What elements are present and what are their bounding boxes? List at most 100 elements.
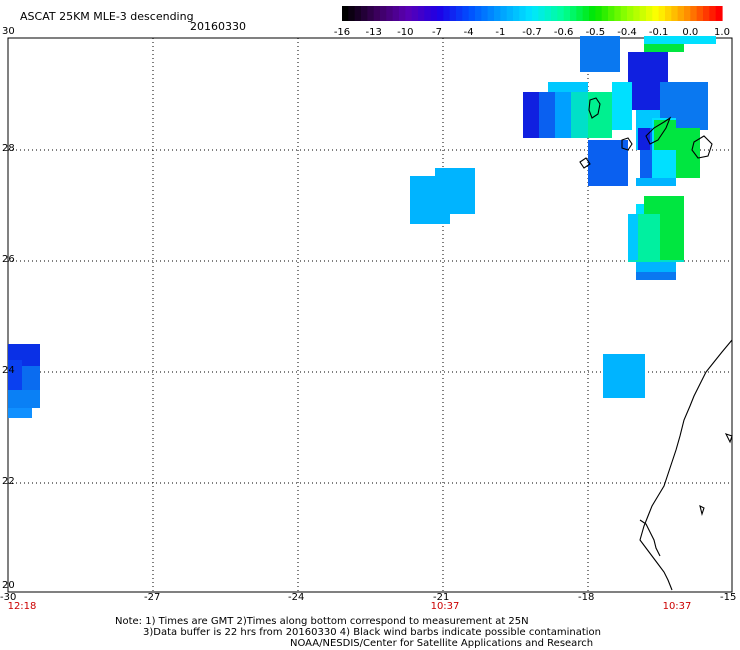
lat-label-20: 20 [2, 580, 15, 591]
colorbar-segment [475, 6, 482, 21]
colorbar-label: -13 [365, 27, 382, 38]
colorbar-segment [576, 6, 584, 21]
colorbar-segment [709, 6, 717, 21]
colorbar-segment [430, 6, 438, 21]
cell-mid [410, 168, 475, 224]
wind-cells [8, 36, 716, 418]
colorbar-segment [418, 6, 425, 21]
colorbar-segment [557, 6, 565, 21]
coast-feature-2 [699, 504, 705, 516]
colorbar-segment [620, 6, 628, 21]
colorbar-segment [614, 6, 622, 21]
colorbar-segment [532, 6, 539, 21]
colorbar-segment [373, 6, 381, 21]
lon-label-minus27: -27 [144, 592, 161, 603]
colorbar-segment [696, 6, 704, 21]
colorbar-label: -0.6 [553, 27, 574, 38]
cell-southeast [603, 354, 645, 398]
coastlines [579, 97, 733, 591]
colorbar-segment [595, 6, 603, 21]
time-label-0: 12:18 [7, 601, 37, 612]
colorbar-segments [342, 6, 723, 21]
cell-cluster [523, 36, 716, 186]
colorbar-segment [665, 6, 672, 21]
lon-label-minus24: -24 [288, 592, 305, 603]
colorbar-segment [361, 6, 368, 21]
colorbar-label: -0.5 [585, 27, 606, 38]
lat-label-22: 22 [2, 476, 15, 487]
colorbar-label: -10 [397, 27, 414, 38]
africa-coast [639, 339, 733, 591]
coast-feature-1 [724, 433, 733, 444]
coast-inlet [639, 519, 661, 557]
colorbar-segment [538, 6, 546, 21]
colorbar [342, 6, 723, 21]
island-gomera [621, 137, 633, 151]
colorbar-segment [424, 6, 432, 21]
colorbar-segment [677, 6, 685, 21]
colorbar-segment [462, 6, 470, 21]
colorbar-segment [443, 6, 451, 21]
colorbar-label: -1 [495, 27, 506, 38]
colorbar-segment [342, 6, 349, 21]
map-title: ASCAT 25KM MLE-3 descending [20, 10, 194, 23]
colorbar-segment [608, 6, 615, 21]
colorbar-segment [367, 6, 375, 21]
colorbar-segment [627, 6, 634, 21]
island-la-palma [588, 97, 601, 119]
time-label-1: 10:37 [430, 601, 460, 612]
colorbar-segment [399, 6, 406, 21]
colorbar-segment [671, 6, 679, 21]
colorbar-segment [646, 6, 653, 21]
cell-south-central [628, 196, 684, 280]
colorbar-segment [392, 6, 400, 21]
colorbar-label: 1.0 [714, 27, 730, 38]
colorbar-segment [601, 6, 609, 21]
island-tenerife [645, 116, 672, 145]
lat-label-26: 26 [2, 254, 15, 265]
colorbar-segment [715, 6, 723, 21]
colorbar-segment [639, 6, 647, 21]
island-gran-canaria [691, 135, 713, 159]
colorbar-label: -0.7 [522, 27, 542, 38]
colorbar-segment [449, 6, 457, 21]
colorbar-segment [684, 6, 691, 21]
colorbar-segment [582, 6, 590, 21]
colorbar-segment [487, 6, 495, 21]
colorbar-segment [494, 6, 501, 21]
colorbar-label: -4 [463, 27, 474, 38]
colorbar-segment [468, 6, 476, 21]
colorbar-label: -16 [333, 27, 351, 38]
colorbar-segment [380, 6, 387, 21]
colorbar-segment [589, 6, 596, 21]
colorbar-label: -0.1 [648, 27, 669, 38]
colorbar-segment [456, 6, 463, 21]
colorbar-segment [354, 6, 362, 21]
colorbar-label: -7 [432, 27, 442, 38]
lat-label-28: 28 [2, 143, 15, 154]
colorbar-segment [652, 6, 660, 21]
lat-label-30: 30 [2, 26, 15, 37]
map-date: 20160330 [190, 20, 246, 33]
colorbar-segment [481, 6, 489, 21]
colorbar-segment [386, 6, 394, 21]
note-line-2: 3)Data buffer is 22 hrs from 20160330 4)… [143, 627, 601, 638]
lon-label-minus18: -18 [578, 592, 595, 603]
note-line-3: NOAA/NESDIS/Center for Satellite Applica… [290, 638, 594, 649]
map-frame [7, 37, 733, 593]
lon-label-minus30: -30 [0, 592, 17, 603]
colorbar-label: 0.0 [682, 27, 699, 38]
lat-label-24: 24 [2, 365, 15, 376]
colorbar-segment [348, 6, 356, 21]
colorbar-segment [551, 6, 558, 21]
colorbar-segment [411, 6, 419, 21]
colorbar-segment [525, 6, 533, 21]
colorbar-segment [570, 6, 577, 21]
colorbar-segment [500, 6, 508, 21]
colorbar-segment [690, 6, 698, 21]
island-hierro [579, 157, 591, 169]
colorbar-segment [513, 6, 520, 21]
note-line-1: Note: 1) Times are GMT 2)Times along bot… [115, 616, 529, 627]
colorbar-label: -0.4 [617, 27, 637, 38]
